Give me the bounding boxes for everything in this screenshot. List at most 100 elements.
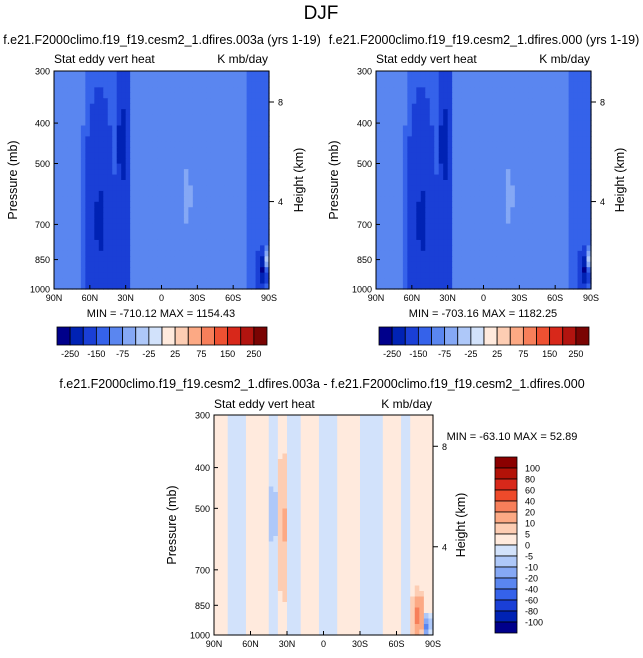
field-cell <box>332 459 338 466</box>
field-cell <box>85 250 91 257</box>
field-cell <box>519 136 525 143</box>
field-cell <box>573 267 579 274</box>
field-cell <box>465 130 471 137</box>
field-cell <box>465 207 471 214</box>
field-cell <box>405 508 411 515</box>
field-cell <box>143 87 149 94</box>
field-cell <box>314 464 320 471</box>
field-cell <box>210 152 216 159</box>
field-cell <box>148 229 154 236</box>
field-cell <box>337 492 343 499</box>
field-cell <box>393 163 399 170</box>
field-cell <box>483 239 489 246</box>
field-cell <box>501 92 507 99</box>
field-cell <box>447 229 453 236</box>
field-cell <box>425 130 431 137</box>
field-cell <box>85 141 91 148</box>
field-cell <box>461 169 467 176</box>
field-cell <box>80 272 86 279</box>
field-cell <box>510 196 516 203</box>
field-cell <box>492 239 498 246</box>
field-cell <box>183 169 189 176</box>
field-cell <box>98 245 104 252</box>
field-cell <box>479 87 485 94</box>
field-cell <box>505 239 511 246</box>
field-cell <box>483 261 489 268</box>
field-cell <box>107 125 113 132</box>
field-cell <box>161 103 167 110</box>
field-cell <box>402 283 408 290</box>
field-cell <box>428 448 434 455</box>
field-cell <box>559 180 565 187</box>
field-cell <box>251 180 257 187</box>
field-cell <box>346 508 352 515</box>
field-cell <box>479 245 485 252</box>
field-cell <box>364 442 370 449</box>
field-cell <box>328 492 334 499</box>
field-cell <box>514 185 520 192</box>
field-cell <box>165 283 172 290</box>
field-cell <box>429 207 435 214</box>
field-cell <box>103 174 109 181</box>
field-cell <box>76 163 82 170</box>
field-cell <box>470 190 476 197</box>
field-cell <box>273 508 279 515</box>
field-cell <box>350 459 357 466</box>
field-cell <box>573 212 579 219</box>
field-cell <box>210 212 216 219</box>
field-cell <box>541 212 547 219</box>
field-cell <box>425 180 431 187</box>
field-cell <box>165 229 172 236</box>
field-cell <box>183 218 189 225</box>
field-cell <box>242 76 248 83</box>
field-cell <box>291 464 297 471</box>
field-cell <box>246 114 252 121</box>
field-cell <box>391 492 398 499</box>
field-cell <box>346 497 352 504</box>
field-cell <box>510 212 516 219</box>
field-cell <box>139 114 145 121</box>
field-cell <box>268 486 274 493</box>
field-cell <box>121 92 127 99</box>
field-cell <box>210 109 216 116</box>
field-cell <box>116 261 122 268</box>
field-cell <box>67 185 73 192</box>
field-cell <box>402 71 408 78</box>
field-cell <box>112 278 118 285</box>
field-cell <box>251 256 257 263</box>
field-cell <box>510 92 516 99</box>
field-cell <box>206 190 212 197</box>
field-cell <box>98 196 104 203</box>
field-cell <box>98 109 104 116</box>
field-cell <box>519 207 525 214</box>
field-cell <box>568 136 574 143</box>
field-cell <box>232 470 238 477</box>
field-cell <box>188 152 194 159</box>
field-cell <box>236 475 242 482</box>
field-cell <box>541 201 547 208</box>
field-cell <box>134 141 140 148</box>
field-cell <box>94 234 100 241</box>
field-cell <box>393 114 399 121</box>
field-cell <box>496 87 503 94</box>
field-cell <box>559 125 565 132</box>
field-cell <box>157 141 163 148</box>
field-cell <box>218 415 224 422</box>
field-cell <box>237 147 243 154</box>
field-cell <box>251 272 257 279</box>
field-cell <box>461 267 467 274</box>
field-cell <box>425 250 431 257</box>
field-cell <box>250 415 256 422</box>
field-cell <box>425 152 431 159</box>
field-cell <box>505 234 511 241</box>
field-cell <box>568 152 574 159</box>
field-cell <box>465 261 471 268</box>
field-cell <box>112 120 118 127</box>
field-cell <box>559 98 565 105</box>
field-cell <box>487 120 494 127</box>
field-cell <box>474 261 480 268</box>
field-cell <box>157 147 163 154</box>
field-cell <box>251 283 257 290</box>
field-cell <box>58 267 64 274</box>
field-cell <box>373 503 379 510</box>
